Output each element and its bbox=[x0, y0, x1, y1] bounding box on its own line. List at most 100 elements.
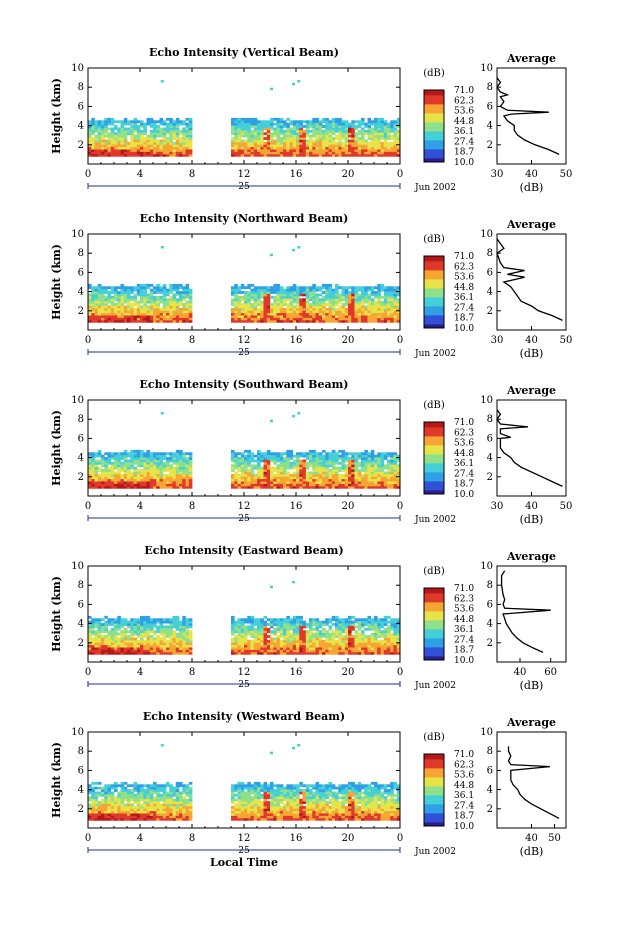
heatmap-cell bbox=[179, 630, 183, 634]
heatmap-cell bbox=[185, 132, 190, 136]
heatmap-cell bbox=[234, 151, 238, 155]
heatmap-cell bbox=[276, 457, 281, 460]
heatmap-cell bbox=[270, 319, 274, 323]
heatmap-cell bbox=[390, 137, 394, 140]
heatmap-cell bbox=[110, 452, 115, 456]
heatmap-cell bbox=[338, 312, 342, 316]
heatmap-cell bbox=[302, 637, 307, 641]
heatmap-cell bbox=[117, 625, 121, 629]
heatmap-cell bbox=[325, 478, 329, 482]
heatmap-cell bbox=[153, 637, 157, 641]
heatmap-cell bbox=[296, 473, 300, 477]
heatmap-cell bbox=[315, 134, 320, 138]
heatmap-cell bbox=[91, 632, 95, 636]
heatmap-cell bbox=[143, 137, 147, 140]
heatmap-cell bbox=[149, 625, 154, 629]
heatmap-cell bbox=[364, 478, 368, 482]
heatmap-cell bbox=[175, 454, 180, 458]
heatmap-cell bbox=[289, 293, 294, 297]
heatmap-cell bbox=[130, 473, 134, 477]
heatmap-cell bbox=[156, 649, 160, 653]
heatmap-cell bbox=[123, 623, 128, 626]
colorbar-segment bbox=[424, 322, 444, 325]
heatmap-cell bbox=[117, 317, 121, 321]
heatmap-cell bbox=[367, 459, 372, 463]
heatmap-cell bbox=[283, 623, 287, 626]
heatmap-cell bbox=[149, 647, 154, 650]
heatmap-cell bbox=[257, 485, 261, 489]
heatmap-cell bbox=[127, 623, 131, 626]
heatmap-cell bbox=[266, 651, 271, 655]
heatmap-cell bbox=[357, 315, 362, 318]
heatmap-cell bbox=[91, 310, 95, 314]
heatmap-cell bbox=[383, 473, 388, 477]
heatmap-cell bbox=[234, 132, 238, 136]
heatmap-cell bbox=[305, 132, 310, 136]
heatmap-cell bbox=[169, 647, 173, 650]
heatmap-cell bbox=[231, 454, 235, 458]
heatmap-cell bbox=[331, 293, 336, 297]
heatmap-cell bbox=[325, 623, 329, 626]
heatmap-cell bbox=[318, 137, 323, 140]
heatmap-cell bbox=[335, 466, 339, 470]
heatmap-cell bbox=[377, 137, 381, 140]
heatmap-cell bbox=[292, 414, 296, 418]
heatmap-cell bbox=[175, 149, 180, 152]
y-tick-label: 8 bbox=[78, 248, 84, 259]
heatmap-cell bbox=[263, 310, 268, 314]
heatmap-cell bbox=[322, 466, 326, 470]
heatmap-cell bbox=[153, 651, 157, 655]
heatmap-cell bbox=[305, 141, 310, 145]
heatmap-cell bbox=[263, 298, 268, 302]
heatmap-cell bbox=[341, 469, 346, 472]
heatmap-cell bbox=[292, 454, 297, 458]
heatmap-cell bbox=[162, 452, 167, 456]
heatmap-cell bbox=[88, 461, 92, 465]
heatmap-cell bbox=[175, 625, 180, 629]
heatmap-cell bbox=[237, 310, 242, 314]
colorbar-tick-label: 10.0 bbox=[454, 490, 474, 500]
heatmap-cell bbox=[276, 315, 281, 318]
heatmap-cell bbox=[396, 459, 401, 463]
heatmap-cell bbox=[299, 127, 303, 131]
heatmap-cell bbox=[237, 139, 242, 143]
heatmap-cell bbox=[396, 139, 401, 143]
heatmap-cell bbox=[110, 639, 115, 643]
heatmap-cell bbox=[325, 293, 329, 297]
heatmap-cell bbox=[153, 149, 157, 152]
heatmap-cell bbox=[263, 627, 268, 631]
heatmap-cell bbox=[120, 144, 125, 148]
heatmap-cell bbox=[175, 120, 180, 124]
heatmap-cell bbox=[156, 478, 160, 482]
heatmap-cell bbox=[312, 461, 316, 465]
heatmap-cell bbox=[156, 459, 160, 463]
heatmap-cell bbox=[260, 476, 264, 480]
heatmap-cell bbox=[383, 141, 388, 145]
heatmap-cell bbox=[149, 319, 154, 323]
heatmap-cell bbox=[351, 471, 355, 475]
profile-title: Average bbox=[506, 52, 556, 65]
heatmap-cell bbox=[393, 125, 398, 128]
heatmap-cell bbox=[97, 627, 102, 631]
heatmap-cell bbox=[390, 141, 394, 145]
heatmap-cell bbox=[380, 295, 385, 299]
heatmap-cell bbox=[133, 315, 138, 318]
heatmap-cell bbox=[253, 639, 258, 643]
heatmap-cell bbox=[283, 151, 287, 155]
heatmap-cell bbox=[166, 137, 170, 140]
colorbar-segment bbox=[424, 149, 444, 152]
heatmap-cell bbox=[244, 303, 248, 306]
heatmap-cell bbox=[130, 139, 134, 143]
heatmap-cell bbox=[240, 151, 245, 155]
heatmap-cell bbox=[179, 283, 183, 287]
heatmap-cell bbox=[361, 466, 365, 470]
heatmap-cell bbox=[273, 469, 277, 472]
heatmap-cell bbox=[179, 149, 183, 152]
heatmap-cell bbox=[247, 639, 251, 643]
colorbar-tick-label: 10.0 bbox=[454, 324, 474, 334]
heatmap-cell bbox=[143, 649, 147, 653]
heatmap-cell bbox=[133, 125, 138, 128]
heatmap-cell bbox=[156, 469, 160, 472]
heatmap-cell bbox=[374, 459, 378, 463]
heatmap-cell bbox=[136, 139, 141, 143]
